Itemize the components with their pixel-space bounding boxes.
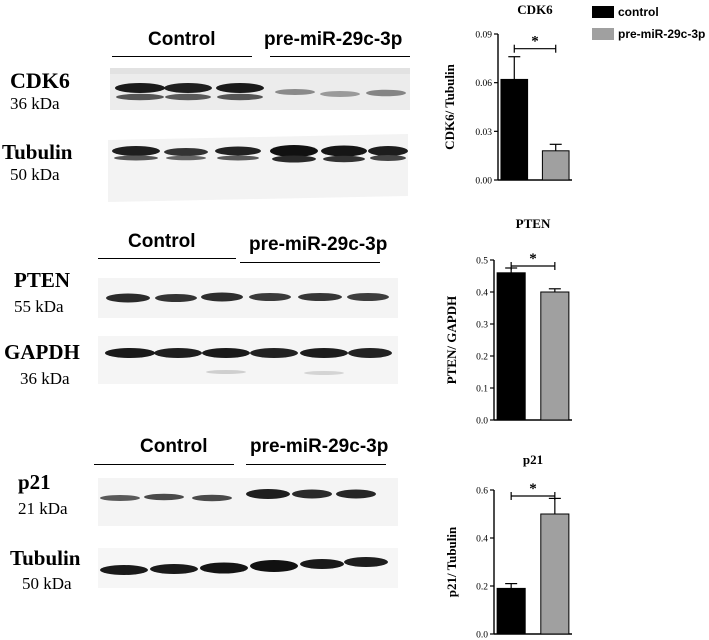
pten-y-tick-label: 0.4 xyxy=(476,289,488,299)
cdk6-kda-label: 36 kDa xyxy=(10,94,60,113)
p21-blot-label: p21 xyxy=(18,470,51,494)
legend-swatch-treated xyxy=(592,28,614,40)
p21-bar-treated xyxy=(540,513,570,635)
cdk6-group-control-label: Control xyxy=(148,29,216,50)
tubulin-kda-label-2: 50 kDa xyxy=(22,574,72,593)
pten-chart-title: PTEN xyxy=(516,216,551,231)
tubulin-blot-label-1: Tubulin xyxy=(2,140,73,164)
cdk6-y-tick-label: 0.06 xyxy=(475,79,492,89)
pten-group-control-line xyxy=(98,258,236,259)
p21-group-treated-line xyxy=(246,464,386,465)
gapdh-blot-label: GAPDH xyxy=(4,340,80,364)
tubulin-kda-label-1: 50 kDa xyxy=(10,165,60,184)
p21-bar-chart: p21 p21/ Tubulin 0.0 0.2 0.4 0.6 * xyxy=(444,452,572,640)
gapdh-blot-image xyxy=(98,336,398,384)
cdk6-chart-title: CDK6 xyxy=(517,2,553,17)
tubulin-blot-image-1 xyxy=(108,134,408,202)
p21-y-tick-label: 0.0 xyxy=(476,631,488,640)
cdk6-group-treated-label: pre-miR-29c-3p xyxy=(264,29,403,50)
pten-y-tick-label: 0.5 xyxy=(476,257,488,267)
pten-kda-label: 55 kDa xyxy=(14,297,64,316)
pten-y-tick-label: 0.3 xyxy=(476,321,488,331)
tubulin-blot-image-2 xyxy=(98,548,398,588)
pten-y-tick-label: 0.1 xyxy=(476,385,488,395)
pten-blot-image xyxy=(98,278,398,318)
p21-y-tick-label: 0.6 xyxy=(476,487,488,497)
cdk6-bar-treated xyxy=(541,150,570,181)
tubulin-blot-label-2: Tubulin xyxy=(10,546,81,570)
p21-significance-star: * xyxy=(529,481,537,497)
legend-label-treated: pre-miR-29c-3p xyxy=(618,27,706,41)
cdk6-bar-chart: CDK6 CDK6/ Tubulin 0.00 0.03 0.06 0.09 * xyxy=(442,2,572,187)
gapdh-kda-label: 36 kDa xyxy=(20,369,70,388)
pten-bar-chart: PTEN PTEN/ GAPDH 0.0 0.1 0.2 0.3 0.4 0.5 * xyxy=(444,216,572,427)
pten-significance-star: * xyxy=(529,251,537,267)
p21-group-control-label: Control xyxy=(140,436,208,457)
p21-group-treated-label: pre-miR-29c-3p xyxy=(250,436,389,457)
legend-label-control: control xyxy=(618,5,659,19)
cdk6-group-control-line xyxy=(112,56,252,57)
cdk6-y-axis-label: CDK6/ Tubulin xyxy=(442,63,457,149)
pten-blot-label: PTEN xyxy=(14,268,71,292)
legend-swatch-control xyxy=(592,6,614,18)
cdk6-bar-control xyxy=(500,78,529,181)
pten-group-treated-label: pre-miR-29c-3p xyxy=(249,234,388,255)
pten-bar-control xyxy=(496,272,526,421)
cdk6-y-tick-label: 0.09 xyxy=(475,31,492,41)
pten-y-axis-label: PTEN/ GAPDH xyxy=(444,296,459,384)
pten-y-tick-label: 0.2 xyxy=(476,353,488,363)
cdk6-blot-label: CDK6 xyxy=(10,68,70,93)
p21-group-control-line xyxy=(94,464,234,465)
cdk6-group-treated-line xyxy=(270,56,410,57)
pten-group-treated-line xyxy=(240,262,380,263)
pten-group-control-label: Control xyxy=(128,231,196,252)
cdk6-blot-image xyxy=(110,68,410,110)
p21-y-axis-label: p21/ Tubulin xyxy=(444,526,459,597)
p21-chart-title: p21 xyxy=(523,452,543,467)
p21-kda-label: 21 kDa xyxy=(18,499,68,518)
p21-y-tick-label: 0.4 xyxy=(476,535,488,545)
pten-y-tick-label: 0.0 xyxy=(476,417,488,427)
pten-bar-treated xyxy=(540,291,570,421)
cdk6-significance-star: * xyxy=(531,34,539,50)
p21-y-tick-label: 0.2 xyxy=(476,583,488,593)
p21-blot-image xyxy=(98,478,398,526)
cdk6-y-tick-label: 0.00 xyxy=(475,177,492,187)
p21-bar-control xyxy=(496,587,526,635)
cdk6-y-tick-label: 0.03 xyxy=(475,128,492,138)
